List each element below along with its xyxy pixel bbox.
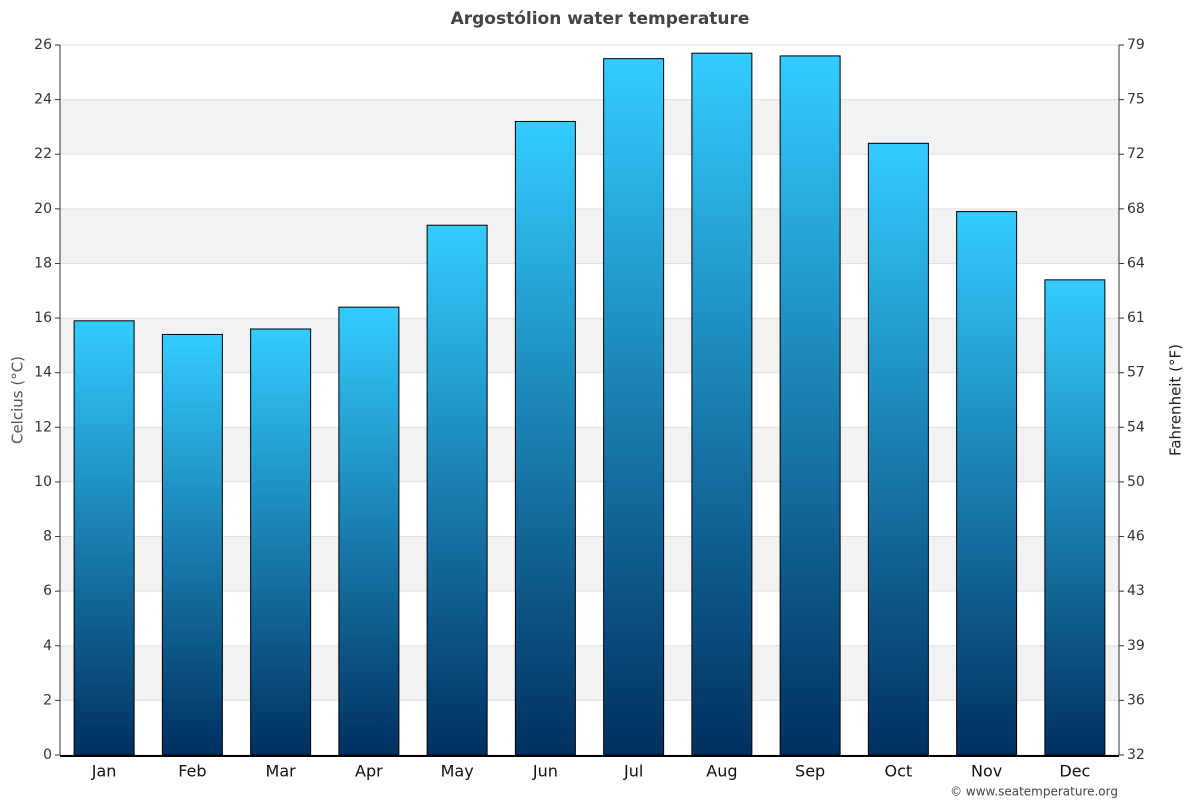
- grid-band: [60, 536, 1119, 592]
- y2-tick-label: 39: [1127, 638, 1145, 654]
- x-tick-label: Jan: [91, 762, 117, 781]
- y-tick-label: 20: [34, 201, 52, 217]
- bar: [161, 333, 223, 756]
- x-tick-label: Feb: [178, 762, 206, 781]
- bar: [867, 142, 929, 756]
- x-tick-label: Jul: [623, 762, 643, 781]
- bar: [514, 120, 576, 756]
- bar: [1044, 279, 1106, 756]
- bar: [426, 224, 488, 756]
- y2-tick-label: 57: [1127, 365, 1145, 381]
- y2-tick-label: 72: [1127, 146, 1145, 162]
- y2-tick-label: 46: [1127, 529, 1145, 545]
- y-tick-label: 26: [34, 37, 52, 53]
- y2-tick-label: 75: [1127, 92, 1145, 108]
- x-tick-label: Oct: [885, 762, 913, 781]
- y2-tick-label: 36: [1127, 692, 1145, 708]
- x-tick-label: Jun: [532, 762, 558, 781]
- grid-band: [60, 427, 1119, 482]
- y2-tick-label: 64: [1127, 255, 1145, 271]
- x-tick-label: Mar: [266, 762, 297, 781]
- y-tick-label: 16: [34, 310, 52, 326]
- grid-band: [60, 208, 1119, 264]
- x-tick-label: Dec: [1059, 762, 1090, 781]
- y-tick-label: 6: [43, 583, 52, 599]
- x-tick-label: Nov: [971, 762, 1002, 781]
- y2-tick-label: 79: [1127, 37, 1145, 53]
- bar: [73, 320, 135, 756]
- bar: [603, 58, 665, 756]
- grid-band: [60, 645, 1119, 701]
- y-tick-label: 18: [34, 255, 52, 271]
- y-tick-label: 12: [34, 419, 52, 435]
- grid-band: [60, 318, 1119, 373]
- x-tick-label: Apr: [355, 762, 383, 781]
- bar: [779, 55, 841, 756]
- y2-tick-label: 43: [1127, 583, 1145, 599]
- bar: [250, 328, 312, 756]
- y2-tick-label: 32: [1127, 747, 1145, 763]
- bar: [691, 52, 753, 756]
- chart-title: Argostólion water temperature: [451, 9, 750, 29]
- y-tick-label: 2: [43, 692, 52, 708]
- x-tick-label: May: [441, 762, 474, 781]
- y-tick-label: 0: [43, 747, 52, 763]
- y2-tick-label: 50: [1127, 474, 1145, 490]
- y-axis-label: Celcius (°C): [9, 356, 27, 444]
- bar: [338, 306, 400, 756]
- y2-tick-label: 68: [1127, 201, 1145, 217]
- y-tick-label: 10: [34, 474, 52, 490]
- credit: © www.seatemperature.org: [950, 785, 1118, 799]
- y-tick-label: 22: [34, 146, 52, 162]
- y2-tick-label: 61: [1127, 310, 1145, 326]
- y-tick-label: 4: [43, 638, 52, 654]
- bar: [956, 211, 1018, 756]
- y2-axis-label: Fahrenheit (°F): [1167, 344, 1185, 456]
- x-tick-label: Sep: [795, 762, 825, 781]
- y-tick-label: 24: [34, 92, 52, 108]
- y2-tick-label: 54: [1127, 419, 1145, 435]
- y-tick-label: 8: [43, 529, 52, 545]
- x-tick-label: Aug: [706, 762, 737, 781]
- y-tick-label: 14: [34, 365, 52, 381]
- grid-band: [60, 99, 1119, 155]
